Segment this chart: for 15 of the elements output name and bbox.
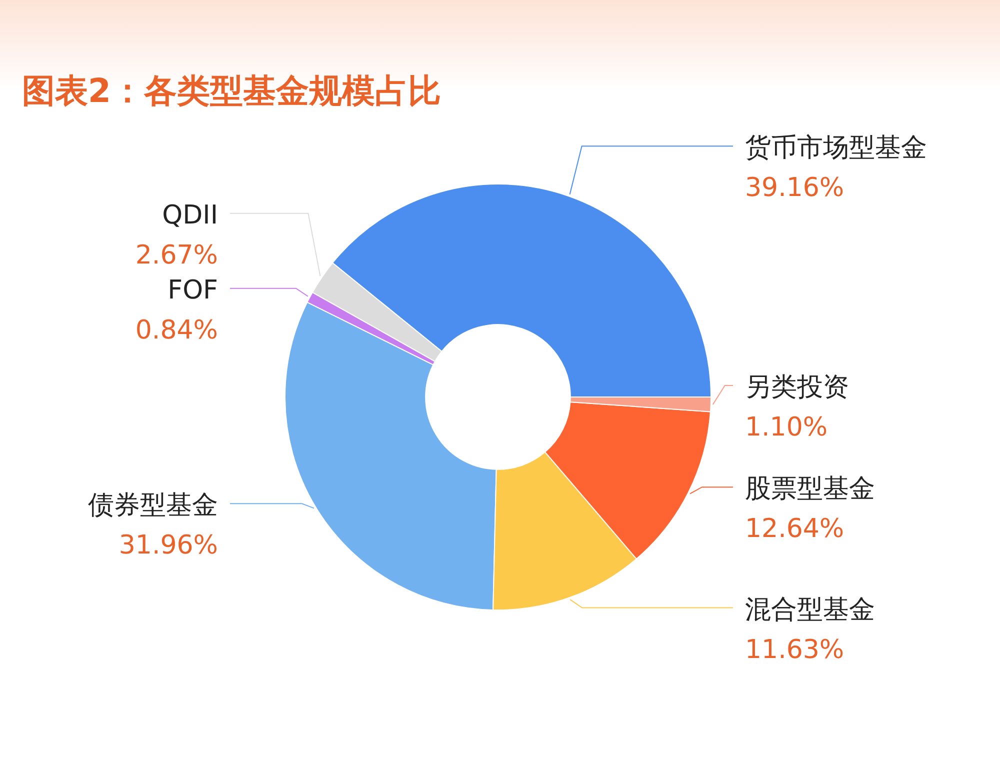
slice-label: QDII [162,200,218,230]
slice-label: 股票型基金 [745,474,875,504]
data-label: 31.96% [118,530,218,561]
slice-label: 货币市场型基金 [745,133,927,164]
slice-label: 另类投资 [745,372,849,402]
data-label: 11.63% [745,634,844,665]
slice-label: 债券型基金 [88,490,218,521]
data-label: 1.10% [745,412,828,442]
data-label: 2.67% [135,240,218,270]
data-label: 39.16% [745,173,844,204]
chart-title: 图表2：各类型基金规模占比 [22,71,441,110]
slice-label: 混合型基金 [745,594,875,625]
data-label: 12.64% [745,514,844,544]
data-label: 0.84% [135,315,218,346]
slice-label: FOF [168,275,218,306]
